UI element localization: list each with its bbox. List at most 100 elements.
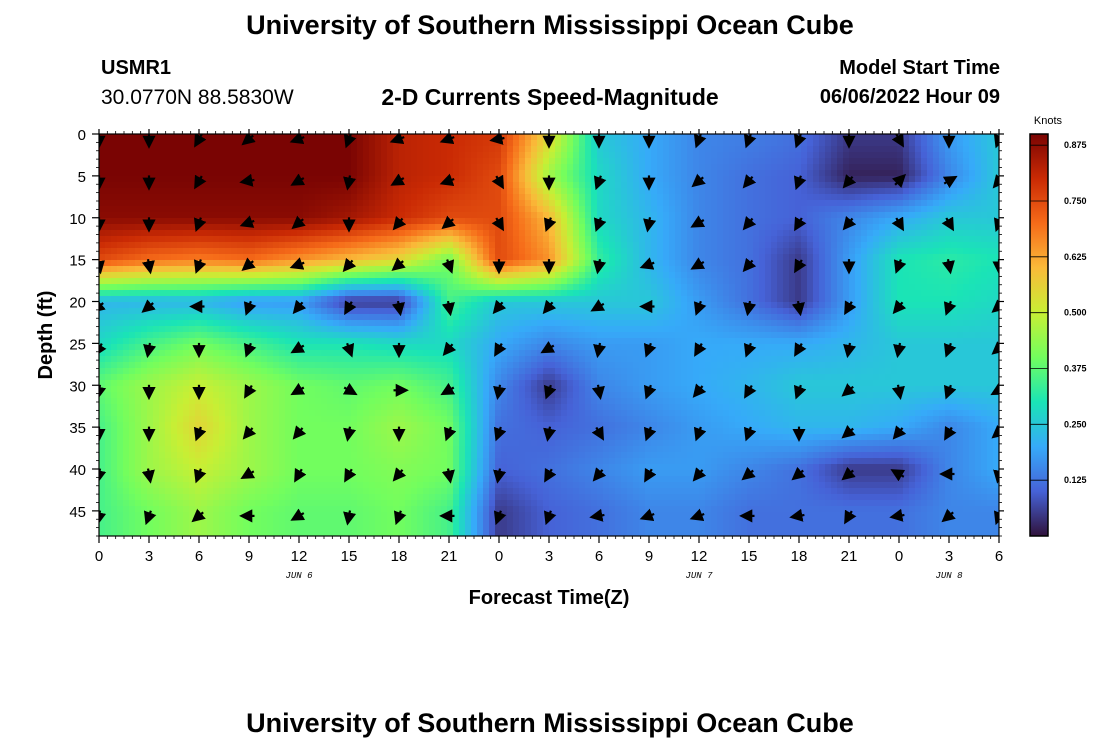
heatmap-cell [705,230,712,237]
heatmap-cell [771,260,778,267]
heatmap-cell [411,176,418,183]
heatmap-cell [153,236,160,243]
heatmap-cell [309,254,316,261]
heatmap-cell [819,278,826,285]
heatmap-cell [465,302,472,309]
heatmap-cell [309,248,316,255]
heatmap-cell [693,152,700,159]
heatmap-cell [453,260,460,267]
heatmap-cell [297,158,304,165]
heatmap-cell [453,182,460,189]
heatmap-cell [795,206,802,213]
heatmap-cell [267,230,274,237]
heatmap-cell [939,248,946,255]
heatmap-cell [777,266,784,273]
heatmap-cell [765,308,772,315]
heatmap-cell [285,182,292,189]
heatmap-cell [315,200,322,207]
heatmap-cell [273,212,280,219]
heatmap-cell [261,302,268,309]
heatmap-cell [267,188,274,195]
heatmap-cell [543,158,550,165]
heatmap-cell [723,212,730,219]
heatmap-cell [441,242,448,249]
heatmap-cell [705,308,712,315]
heatmap-cell [255,158,262,165]
heatmap-cell [465,158,472,165]
heatmap-cell [831,314,838,321]
heatmap-cell [909,320,916,327]
heatmap-cell [693,326,700,333]
heatmap-cell [897,326,904,333]
heatmap-cell [357,176,364,183]
heatmap-cell [459,152,466,159]
heatmap-cell [969,212,976,219]
heatmap-cell [267,158,274,165]
heatmap-cell [819,260,826,267]
heatmap-cell [495,290,502,297]
heatmap-cell [933,302,940,309]
heatmap-cell [345,188,352,195]
heatmap-cell [417,236,424,243]
heatmap-cell [375,158,382,165]
heatmap-cell [213,212,220,219]
heatmap-cell [957,146,964,153]
heatmap-cell [579,218,586,225]
heatmap-cell [993,152,999,159]
heatmap-cell [399,188,406,195]
heatmap-cell [285,176,292,183]
heatmap-cell [375,326,382,333]
heatmap-cell [147,188,154,195]
heatmap-cell [975,188,982,195]
heatmap-cell [831,242,838,249]
heatmap-cell [567,296,574,303]
heatmap-cell [909,260,916,267]
station-id: USMR1 [101,57,172,79]
heatmap-cell [381,266,388,273]
heatmap-cell [621,290,628,297]
heatmap-cell [849,320,856,327]
heatmap-cell [933,236,940,243]
heatmap-cell [813,242,820,249]
heatmap-cell [981,158,988,165]
heatmap-cell [465,140,472,147]
heatmap-cell [639,272,646,279]
heatmap-cell [801,158,808,165]
heatmap-cell [261,206,268,213]
heatmap-cell [243,212,250,219]
heatmap-cell [573,170,580,177]
heatmap-cell [579,170,586,177]
heatmap-cell [111,158,118,165]
heatmap-cell [189,266,196,273]
heatmap-cell [339,188,346,195]
heatmap-cell [669,164,676,171]
heatmap-cell [735,218,742,225]
heatmap-cell [219,224,226,231]
heatmap-cell [411,134,418,141]
heatmap-cell [777,302,784,309]
heatmap-cell [573,284,580,291]
heatmap-cell [243,230,250,237]
heatmap-cell [687,200,694,207]
heatmap-cell [459,236,466,243]
heatmap-cell [477,194,484,201]
heatmap-cell [987,158,994,165]
heatmap-cell [483,284,490,291]
heatmap-cell [465,224,472,231]
heatmap-cell [579,308,586,315]
heatmap-cell [651,320,658,327]
heatmap-cell [903,218,910,225]
heatmap-cell [753,200,760,207]
heatmap-cell [309,134,316,141]
heatmap-cell [423,236,430,243]
heatmap-cell [573,146,580,153]
heatmap-cell [279,260,286,267]
heatmap-cell [387,158,394,165]
heatmap-cell [609,242,616,249]
heatmap-cell [753,158,760,165]
heatmap-cell [429,176,436,183]
heatmap-cell [489,224,496,231]
heatmap-cell [945,290,952,297]
heatmap-cell [165,146,172,153]
heatmap-cell [771,200,778,207]
